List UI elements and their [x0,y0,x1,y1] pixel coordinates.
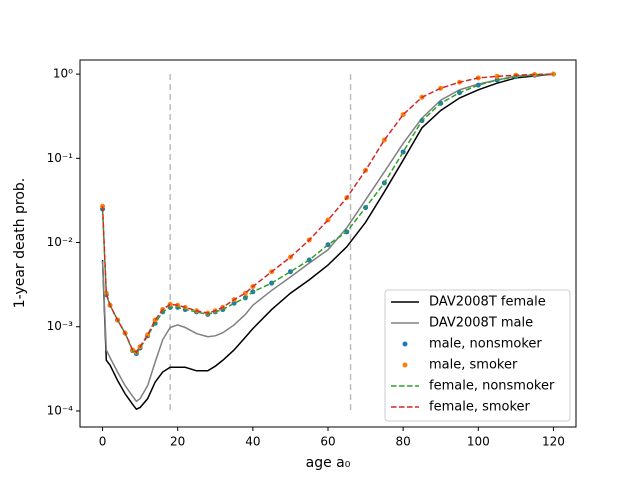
legend-label: DAV2008T male [429,316,533,331]
x-tick-label: 0 [99,435,107,449]
legend-marker [402,341,408,347]
y-tick-label: 10⁰ [53,67,73,81]
legend-label: male, smoker [429,358,518,373]
y-tick-label: 10⁻⁴ [47,403,74,417]
x-tick-label: 20 [170,435,185,449]
legend-marker [402,362,408,368]
legend-label: female, nonsmoker [429,379,555,394]
data-point [438,85,444,91]
y-tick-label: 10⁻³ [47,319,74,333]
data-point [494,73,500,79]
x-tick-label: 120 [542,435,565,449]
data-point [100,203,106,209]
legend-label: female, smoker [429,400,531,415]
x-tick-label: 80 [396,435,411,449]
data-point [550,71,556,77]
legend-label: male, nonsmoker [429,337,542,352]
legend-box [384,289,571,422]
plot-frame [79,59,577,428]
data-line [101,73,554,355]
x-tick-label: 60 [320,435,335,449]
y-tick-label: 10⁻¹ [47,151,74,165]
data-line [101,73,554,411]
y-axis-label: 1-year death prob. [12,178,28,309]
data-line [101,73,554,403]
y-tick-label: 10⁻² [47,235,74,249]
x-tick-label: 100 [467,435,490,449]
x-tick-label: 40 [245,435,260,449]
plot-area [100,71,556,413]
data-line [101,73,554,354]
legend-label: DAV2008T female [429,295,546,310]
x-axis-label: age a₀ [306,455,351,471]
